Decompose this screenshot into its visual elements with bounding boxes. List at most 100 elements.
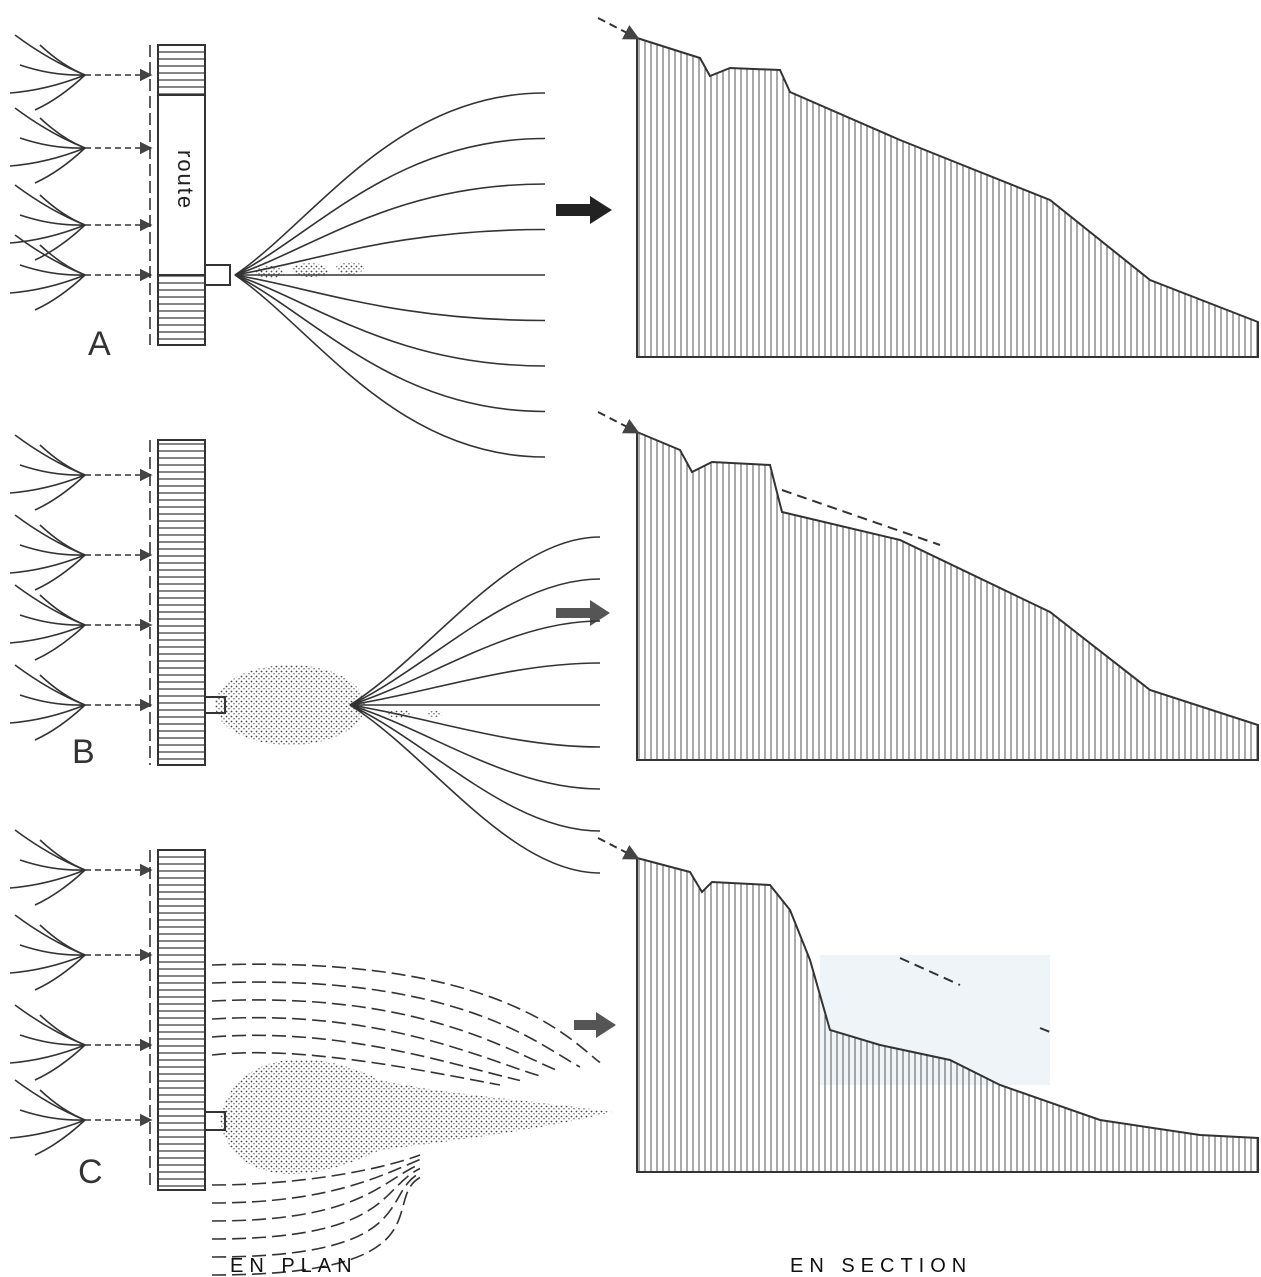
channel xyxy=(9,954,86,974)
channel xyxy=(9,704,86,724)
channel xyxy=(19,544,86,556)
channel xyxy=(9,1119,86,1139)
channel xyxy=(34,869,86,906)
channel xyxy=(34,74,86,111)
panel-label: C xyxy=(78,1153,103,1191)
channel xyxy=(9,147,86,167)
channel xyxy=(211,1158,421,1204)
channel xyxy=(14,34,86,76)
channel xyxy=(234,92,546,276)
channel xyxy=(234,137,546,276)
channel xyxy=(14,829,86,871)
channel xyxy=(349,704,601,832)
channel xyxy=(19,214,86,226)
arrows xyxy=(556,196,616,1038)
channel xyxy=(19,137,86,149)
channel xyxy=(234,274,546,367)
section-b xyxy=(597,411,1259,761)
panel-label: B xyxy=(72,733,95,771)
channel xyxy=(39,244,86,276)
channel xyxy=(19,1034,86,1046)
channel xyxy=(349,662,601,706)
channel xyxy=(19,64,86,76)
channel xyxy=(211,1172,421,1258)
channel xyxy=(14,1004,86,1046)
channel xyxy=(234,183,546,276)
channel xyxy=(39,524,86,556)
channel xyxy=(19,614,86,626)
channel xyxy=(9,224,86,244)
channel xyxy=(234,228,546,276)
channel xyxy=(211,1016,541,1077)
channel xyxy=(19,859,86,871)
channel xyxy=(34,624,86,661)
channel xyxy=(34,954,86,991)
channel xyxy=(211,1051,501,1086)
channel xyxy=(39,1089,86,1121)
channel xyxy=(34,224,86,261)
channel xyxy=(34,1044,86,1081)
section-a xyxy=(597,17,1259,358)
channel xyxy=(349,704,601,748)
channel xyxy=(234,274,546,322)
channel xyxy=(14,914,86,956)
channel xyxy=(349,578,601,706)
channel xyxy=(39,117,86,149)
channel xyxy=(19,464,86,476)
channel xyxy=(14,1079,86,1121)
channel xyxy=(9,274,86,294)
channel xyxy=(211,1176,421,1276)
channel xyxy=(34,554,86,591)
channel xyxy=(9,1044,86,1064)
channel xyxy=(211,1154,421,1186)
channel xyxy=(34,274,86,311)
channel xyxy=(34,1119,86,1156)
channel xyxy=(211,1167,421,1240)
channel xyxy=(9,474,86,494)
deposits xyxy=(215,262,612,1174)
channel xyxy=(14,584,86,626)
section-c xyxy=(597,837,1259,1173)
channels xyxy=(9,34,601,1276)
channel xyxy=(14,664,86,706)
channel xyxy=(211,1034,521,1082)
channel xyxy=(14,434,86,476)
channel xyxy=(349,704,601,790)
channel xyxy=(34,704,86,741)
channel xyxy=(39,924,86,956)
channel xyxy=(19,694,86,706)
channel xyxy=(9,554,86,574)
channel xyxy=(19,264,86,276)
channel xyxy=(19,944,86,956)
panel-label: A xyxy=(88,325,111,363)
road-label: route xyxy=(173,150,198,210)
channel xyxy=(14,514,86,556)
channel xyxy=(14,107,86,149)
roads xyxy=(157,44,231,1191)
plan-caption: EN PLAN xyxy=(230,1255,358,1277)
channel xyxy=(349,536,601,706)
channel xyxy=(234,274,546,458)
channel xyxy=(19,1109,86,1121)
channel xyxy=(39,839,86,871)
channel xyxy=(39,1014,86,1046)
channel xyxy=(14,184,86,226)
channel xyxy=(349,704,601,874)
channel xyxy=(211,1163,421,1222)
channel xyxy=(39,444,86,476)
channel xyxy=(9,869,86,889)
channel xyxy=(34,474,86,511)
channel xyxy=(39,194,86,226)
channel xyxy=(234,274,546,413)
channel xyxy=(211,981,581,1068)
channel xyxy=(39,594,86,626)
section-caption: EN SECTION xyxy=(790,1255,972,1277)
channel xyxy=(9,74,86,94)
channel xyxy=(9,624,86,644)
channel xyxy=(349,620,601,706)
channel xyxy=(211,963,601,1064)
channel xyxy=(39,674,86,706)
channel xyxy=(34,147,86,184)
channel xyxy=(39,44,86,76)
